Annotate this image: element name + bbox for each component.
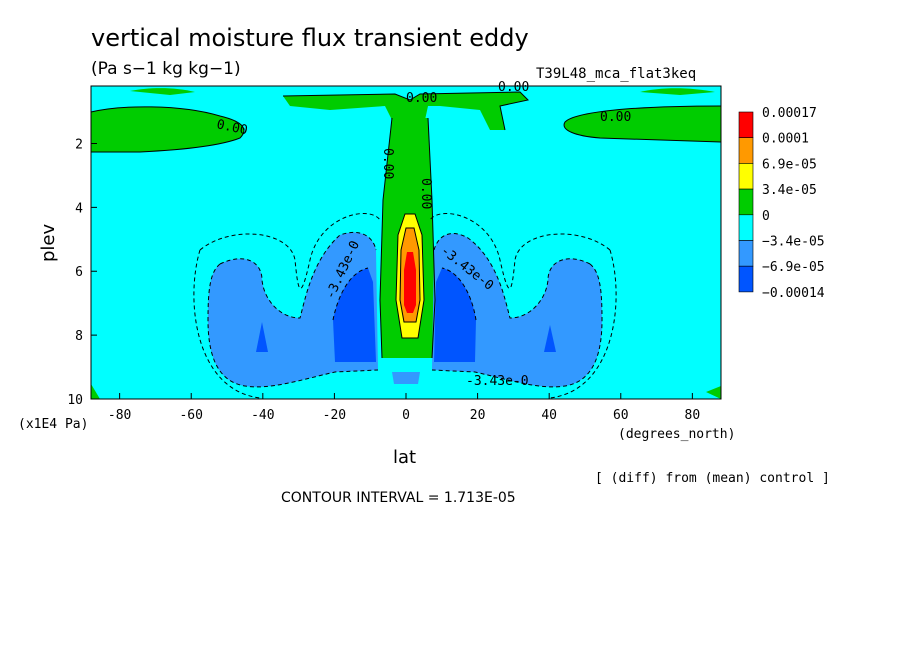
x-tick-label: 20 <box>470 408 486 423</box>
contour-line <box>441 267 477 321</box>
field-left-core-small <box>256 322 268 352</box>
field-top-center-bar <box>283 92 528 130</box>
colorbar-label: 6.9e-05 <box>762 157 817 172</box>
y-axis: 2 4 6 8 10 <box>67 137 97 408</box>
run-label: T39L48_mca_flat3keq <box>536 66 696 82</box>
colorbar-swatch <box>738 265 754 293</box>
x-axis-units: (degrees_north) <box>618 427 735 442</box>
colorbar-swatch <box>738 137 754 164</box>
contour-line <box>193 249 261 399</box>
y-tick-label: 8 <box>75 329 83 344</box>
colorbar: 0.00017 0.0001 6.9e-05 3.4e-05 0 −3.4e-05 −6.9… <box>738 106 825 301</box>
contour-label: 0.00 <box>380 148 395 179</box>
contour-label: 0.00 <box>406 91 437 106</box>
field-top-right-sliver <box>640 88 715 95</box>
x-axis: -80 -60 -40 -20 0 20 40 60 80 <box>108 393 700 423</box>
colorbar-swatch <box>738 111 754 139</box>
footnote: [ (diff) from (mean) control ] <box>595 471 830 486</box>
x-tick-label: -80 <box>108 408 131 423</box>
contour-line <box>427 117 436 359</box>
x-tick-label: -20 <box>323 408 346 423</box>
field-top-left-sliver <box>130 88 195 95</box>
colorbar-label: 0 <box>762 209 770 224</box>
contour-lines-negative <box>193 213 617 399</box>
contour-line <box>429 213 611 289</box>
field-top-right-band <box>564 106 721 142</box>
contour-label: -3.43e-0 <box>466 374 529 389</box>
contour-line <box>219 231 377 319</box>
field-right-core-large <box>434 268 476 362</box>
x-tick-label: 80 <box>685 408 701 423</box>
contour-lines <box>90 91 722 359</box>
y-tick-label: 10 <box>67 393 83 408</box>
field-bottom-left-corner <box>91 384 100 399</box>
colorbar-label: 0.00017 <box>762 106 817 121</box>
colorbar-label: −3.4e-05 <box>762 235 825 250</box>
field-left-core-large <box>333 268 376 362</box>
x-tick-label: -40 <box>251 408 274 423</box>
contour-line <box>332 267 369 321</box>
chart-units: (Pa s−1 kg kg−1) <box>91 59 241 79</box>
x-tick-label: -60 <box>179 408 202 423</box>
field-bottom-right-corner <box>706 386 721 399</box>
y-tick-label: 6 <box>75 265 83 280</box>
field-top-left-band <box>91 106 244 152</box>
colorbar-swatch <box>738 188 754 216</box>
contour-line <box>399 227 421 323</box>
x-tick-label: 40 <box>541 408 557 423</box>
contour-label: 0.00 <box>498 80 529 95</box>
y-axis-label: plev <box>38 223 59 262</box>
contour-line <box>90 106 245 153</box>
colorbar-label: −0.00014 <box>762 286 825 301</box>
plot-area: 0.00 0.00 0.00 0.00 0.00 0.00 -3.43e-0 -… <box>90 80 722 400</box>
field-bottom-negative-strip <box>392 372 420 384</box>
chart-title: vertical moisture flux transient eddy <box>91 24 529 52</box>
contour-line <box>395 213 425 339</box>
y-tick-label: 2 <box>75 137 83 152</box>
y-axis-units: (x1E4 Pa) <box>18 417 88 432</box>
x-tick-label: 0 <box>402 408 410 423</box>
y-tick-label: 4 <box>75 201 83 216</box>
contour-line <box>431 263 603 388</box>
contour-line <box>207 263 379 388</box>
contour-line <box>563 105 722 143</box>
colorbar-swatch <box>738 240 754 267</box>
contour-label: 0.00 <box>600 110 631 125</box>
colorbar-swatch <box>738 163 754 190</box>
colorbar-label: 3.4e-05 <box>762 183 817 198</box>
field-right-core-small <box>544 325 556 352</box>
contour-line <box>549 249 617 399</box>
contour-line <box>379 117 393 359</box>
x-tick-label: 60 <box>613 408 629 423</box>
x-axis-label: lat <box>393 447 416 468</box>
colorbar-label: 0.0001 <box>762 132 809 147</box>
colorbar-swatch <box>738 214 754 241</box>
contour-interval: CONTOUR INTERVAL = 1.713E-05 <box>281 490 516 506</box>
colorbar-label: −6.9e-05 <box>762 260 825 275</box>
field-center-red <box>404 252 416 313</box>
contour-line <box>199 213 381 289</box>
contour-label: 0.00 <box>215 117 249 138</box>
contour-label: 0.00 <box>418 178 433 209</box>
contour-line <box>433 233 591 319</box>
contour-line <box>282 91 530 131</box>
